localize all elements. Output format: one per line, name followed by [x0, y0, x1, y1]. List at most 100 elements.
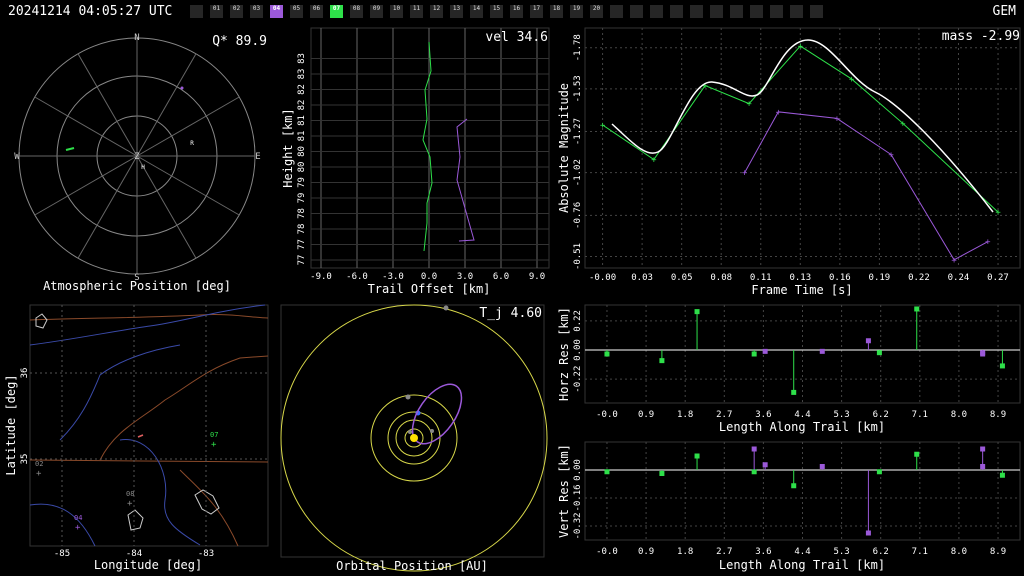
station-square — [750, 5, 763, 18]
station-square: 11 — [410, 5, 423, 18]
station-square: 08 — [350, 5, 363, 18]
map-borders — [29, 304, 269, 547]
sky-radiant-marker: R — [190, 140, 194, 147]
trail-ytick: 81 — [297, 131, 307, 142]
orbit-tj-value: T_j 4.60 — [479, 306, 542, 321]
trail-xtick: -6.0 — [346, 272, 368, 282]
station-square: 12 — [430, 5, 443, 18]
trail-series-purple — [456, 118, 475, 242]
magnitude-panel: -0.00 0.03 0.05 0.08 0.11 0.13 0.16 0.19 0.22 0.2… — [557, 27, 1021, 297]
map-xlabel: Longitude [deg] — [94, 558, 202, 572]
res-point — [791, 389, 797, 395]
magnitude-xtick: 0.16 — [829, 273, 851, 283]
magnitude-xtick: 0.05 — [671, 273, 693, 283]
station-square — [770, 5, 783, 18]
res-xtick: 0.9 — [638, 547, 654, 557]
magnitude-xtick: 0.19 — [869, 273, 891, 283]
res-point — [762, 462, 768, 468]
station-square: 15 — [490, 5, 503, 18]
res-point — [876, 350, 882, 356]
res-xtick: 6.2 — [873, 410, 889, 420]
res-xtick: 8.9 — [990, 547, 1006, 557]
vert-res-panel: -0.0 0.9 1.8 2.7 3.6 4.4 5.3 6.2 7.1 8.0 8.9 0.00 -0… — [557, 441, 1021, 572]
res-xtick: 8.0 — [951, 410, 967, 420]
res-ytick: -0.32 — [573, 512, 583, 539]
orbit-title: Orbital Position [AU] — [336, 559, 488, 573]
vert-res-series: -0.0 0.9 1.8 2.7 3.6 4.4 5.3 6.2 7.1 8.0 8.9 0.00 -0… — [573, 442, 1020, 557]
station-square — [710, 5, 723, 18]
trail-velocity: vel 34.6 — [485, 30, 548, 45]
res-xtick: -0.0 — [596, 547, 618, 557]
trail-ytick: 78 — [297, 208, 307, 219]
res-point — [694, 309, 700, 315]
sky-spoke — [77, 155, 138, 259]
magnitude-point: + — [985, 238, 991, 248]
map-frame — [29, 304, 269, 547]
res-point — [914, 306, 920, 312]
magnitude-xtick: -0.00 — [589, 273, 616, 283]
sky-south-label: S — [134, 273, 139, 283]
sky-q-value: Q* 89.9 — [212, 34, 267, 49]
res-xtick: 8.0 — [951, 547, 967, 557]
res-xtick: 3.6 — [755, 410, 771, 420]
trail-ytick: 82 — [297, 84, 307, 95]
orbit-planet-rings — [280, 304, 548, 572]
res-xtick: 3.6 — [755, 547, 771, 557]
station-square: 20 — [590, 5, 603, 18]
map-station-07-label: 07 — [210, 431, 218, 439]
station-square — [670, 5, 683, 18]
sky-west-label: W — [14, 152, 20, 162]
shower-code: GEM — [992, 4, 1016, 19]
trail-xtick: 0.0 — [421, 272, 437, 282]
res-point — [604, 351, 610, 357]
magnitude-series-line — [744, 111, 989, 261]
magnitude-point: + — [742, 169, 748, 179]
magnitude-xtick: 0.22 — [908, 273, 930, 283]
map-station-07-marker: + — [211, 440, 217, 450]
trail-ytick: 83 — [297, 69, 307, 80]
res-point — [819, 348, 825, 354]
magnitude-point: + — [900, 119, 906, 129]
magnitude-point: + — [776, 108, 782, 118]
horz-res-panel: -0.0 0.9 1.8 2.7 3.6 4.4 5.3 6.2 7.1 8.0 8.9 0.22 0.… — [557, 304, 1021, 434]
station-square — [630, 5, 643, 18]
station-square: 16 — [510, 5, 523, 18]
horz-res-frame — [584, 304, 1021, 404]
station-square: 19 — [570, 5, 583, 18]
magnitude-point: + — [651, 156, 657, 166]
magnitude-plot-frame — [584, 27, 1021, 269]
res-xtick: 2.7 — [716, 410, 732, 420]
magnitude-point: + — [834, 114, 840, 124]
res-xtick: 8.9 — [990, 410, 1006, 420]
magnitude-point: + — [798, 42, 804, 52]
magnitude-point: + — [888, 151, 894, 161]
trail-xtick: -9.0 — [310, 272, 332, 282]
horz-res-xlabel: Length Along Trail [km] — [719, 420, 885, 434]
station-square: 01 — [210, 5, 223, 18]
station-square — [790, 5, 803, 18]
res-point — [914, 451, 920, 457]
trail-ytick: 81 — [297, 115, 307, 126]
station-square — [650, 5, 663, 18]
magnitude-ylabel: Absolute Magnitude — [557, 83, 571, 213]
trail-plot-frame — [310, 27, 550, 269]
magnitude-point: + — [600, 121, 606, 131]
horz-res-ylabel: Horz Res [km] — [557, 307, 571, 401]
station-square — [730, 5, 743, 18]
res-xtick: 6.2 — [873, 547, 889, 557]
res-point — [999, 472, 1005, 478]
map-xtick: -83 — [198, 549, 214, 559]
map-panel: -85 -84 -83 36 35 02 + 04 + 07 + 08 + Longit… — [4, 304, 269, 572]
trail-ytick: 80 — [297, 162, 307, 173]
trail-xlabel: Trail Offset [km] — [368, 282, 491, 296]
sky-panel: N S E W Z R H Q* 89.9 Atmospheric Positi… — [14, 33, 267, 293]
orbit-meteoroid-ellipse — [411, 383, 463, 445]
trail-ytick: 80 — [297, 146, 307, 157]
vert-res-xlabel: Length Along Trail [km] — [719, 558, 885, 572]
magnitude-grid: -0.00 0.03 0.05 0.08 0.11 0.13 0.16 0.19 0.22 0.2… — [573, 28, 1020, 283]
res-xtick: 7.1 — [912, 547, 928, 557]
magnitude-ytick: -1.02 — [573, 159, 583, 186]
trail-ytick: 79 — [297, 193, 307, 204]
magnitude-point: + — [702, 82, 708, 92]
res-point — [980, 464, 986, 469]
